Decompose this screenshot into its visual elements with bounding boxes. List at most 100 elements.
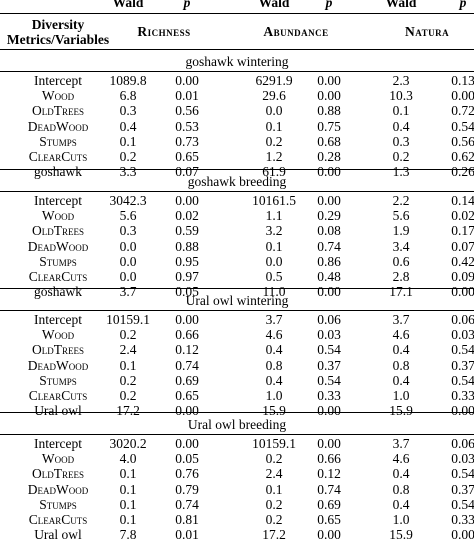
table-cell: 1.9 — [392, 223, 410, 239]
table-cell: 0.76 — [175, 466, 199, 482]
wald-header-3: Wald — [385, 0, 417, 10]
table-cell: 0.33 — [317, 388, 341, 403]
table-cell: 0.54 — [451, 372, 474, 388]
table-cell: 3.7 — [265, 312, 283, 327]
table-cell: 0.06 — [317, 312, 341, 327]
table-cell: 0.07 — [451, 238, 474, 254]
table-cell: 0.1 — [119, 512, 137, 527]
wald-header-2: Wald — [258, 0, 290, 10]
table-cell: 0.69 — [175, 372, 199, 388]
p-header-1: p — [183, 0, 191, 10]
table-cell: 0.59 — [175, 223, 199, 239]
table-cell: 0.37 — [451, 357, 474, 373]
table-cell: 4.6 — [392, 451, 410, 467]
variable-label: Stumps — [39, 253, 77, 269]
table-cell: 0.33 — [451, 388, 474, 403]
table-cell: 0.2 — [119, 388, 137, 403]
variable-label: Wood — [41, 88, 75, 104]
table-cell: 0.13 — [451, 73, 474, 88]
table-cell: 0.66 — [175, 327, 199, 343]
wald-header-1: Wald — [112, 0, 144, 10]
table-cell: 0.00 — [317, 73, 341, 88]
table-cell: 0.74 — [175, 496, 199, 512]
table-cell: 0.14 — [451, 193, 474, 208]
table-cell: 0.54 — [317, 372, 341, 388]
table-cell: 0.28 — [317, 149, 341, 164]
table-cell: 0.03 — [451, 327, 474, 343]
table-cell: 3.7 — [392, 312, 410, 327]
table-cell: 7.8 — [119, 527, 137, 543]
table-cell: 0.4 — [392, 342, 410, 358]
table-cell: 0.68 — [317, 133, 341, 149]
table-cell: 0.07 — [175, 164, 199, 180]
table-cell: 0.1 — [119, 357, 137, 373]
variable-label: OldTrees — [32, 223, 84, 239]
table-cell: 4.6 — [265, 327, 283, 343]
variable-label: Wood — [41, 451, 75, 467]
variable-label: DeadWood — [27, 357, 89, 373]
table-cell: 0.2 — [392, 149, 410, 164]
table-cell: 0.00 — [175, 312, 199, 327]
table-cell: 10159.1 — [106, 312, 150, 327]
table-cell: 0.00 — [451, 284, 474, 300]
table-cell: 0.65 — [317, 512, 341, 527]
variable-label: Ural owl — [34, 527, 82, 543]
variable-label: goshawk — [34, 164, 82, 180]
table-cell: 0.2 — [119, 372, 137, 388]
table-cell: 0.74 — [317, 238, 341, 254]
table-cell: 3020.2 — [109, 436, 147, 451]
table-cell: 0.2 — [119, 149, 137, 164]
table-cell: 10159.1 — [252, 436, 296, 451]
table-cell: 10161.5 — [252, 193, 296, 208]
variable-label: goshawk — [34, 284, 82, 300]
metrics-label-line1: Diversity — [31, 17, 85, 32]
table-cell: 0.4 — [265, 342, 283, 358]
table-cell: 0.54 — [451, 118, 474, 134]
table-cell: 5.6 — [119, 208, 137, 224]
table-cell: 0.74 — [317, 481, 341, 497]
table-cell: 2.4 — [119, 342, 137, 358]
table-cell: 0.00 — [317, 193, 341, 208]
table-cell: 1.0 — [392, 512, 410, 527]
section-title-rule — [0, 71, 474, 72]
table-cell: 15.9 — [389, 527, 413, 543]
table-cell: 0.00 — [175, 193, 199, 208]
p-header-2: p — [325, 0, 333, 10]
table-cell: 0.08 — [317, 223, 341, 239]
table-cell: 0.12 — [175, 342, 199, 358]
table-cell: 0.1 — [119, 496, 137, 512]
table-cell: 0.48 — [317, 269, 341, 284]
section-title-rule — [0, 434, 474, 435]
table-cell: 0.69 — [317, 496, 341, 512]
table-cell: 0.37 — [451, 481, 474, 497]
table-cell: 0.09 — [451, 269, 474, 284]
table-cell: 2.3 — [392, 73, 410, 88]
variable-label: ClearCuts — [28, 512, 88, 527]
metrics-label-line2: Metrics/Variables — [6, 32, 110, 47]
section-title: goshawk breeding — [187, 174, 287, 189]
table-cell: 0.00 — [317, 164, 341, 180]
table-cell: 2.8 — [392, 269, 410, 284]
section-rule — [0, 412, 474, 413]
variable-label: Stumps — [39, 496, 77, 512]
section-title-rule — [0, 191, 474, 192]
table-cell: 10.3 — [389, 88, 413, 104]
table-cell: 0.1 — [119, 481, 137, 497]
table-cell: 0.8 — [265, 357, 283, 373]
table-cell: 0.01 — [175, 88, 199, 104]
variable-label: OldTrees — [32, 342, 84, 358]
natura-header: Natura — [405, 24, 450, 39]
table-cell: 0.66 — [317, 451, 341, 467]
table-cell: 0.65 — [175, 388, 199, 403]
table-cell: 15.9 — [389, 403, 413, 419]
table-cell: 0.02 — [451, 208, 474, 224]
table-cell: 0.54 — [451, 466, 474, 482]
table-cell: 0.0 — [119, 238, 137, 254]
table-cell: 0.8 — [392, 481, 410, 497]
table-cell: 0.4 — [119, 118, 137, 134]
table-cell: 0.00 — [175, 73, 199, 88]
variable-label: Stumps — [39, 372, 77, 388]
table-cell: 0.01 — [175, 527, 199, 543]
table-cell: 6.8 — [119, 88, 137, 104]
